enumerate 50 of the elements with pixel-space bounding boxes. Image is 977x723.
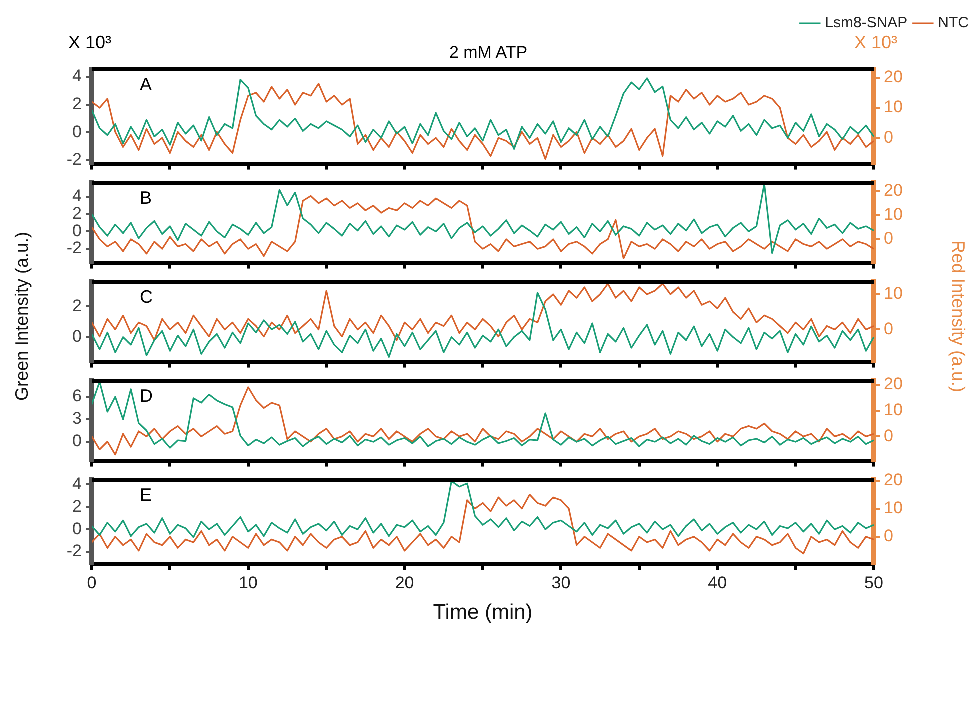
y-tick-label: 0: [72, 326, 82, 346]
y2-tick-label: 20: [884, 374, 903, 394]
y-tick-label: 2: [72, 496, 82, 516]
y2-tick-label: 10: [884, 498, 903, 518]
y-tick-label: -2: [66, 238, 82, 258]
y2-tick-label: 10: [884, 284, 903, 304]
y-tick-label: 0: [72, 122, 82, 142]
y-tick-label: 0: [72, 432, 82, 451]
y-tick-label: 4: [72, 186, 82, 206]
x-tick-label: 0: [87, 573, 97, 592]
y-tick-label: 2: [72, 296, 82, 316]
y-tick-label: -2: [66, 150, 82, 170]
y-tick-label: 4: [72, 474, 82, 494]
legend-label: NTC: [938, 14, 970, 32]
y-tick-label: 2: [72, 94, 82, 114]
y-tick-label: 0: [72, 519, 82, 538]
y-tick-label: 0: [72, 221, 82, 240]
annotation: C: [140, 287, 153, 308]
chart-title: 2 mM ATP: [449, 42, 528, 62]
y2-tick-label: 20: [884, 470, 903, 490]
annotation: E: [140, 485, 152, 506]
y2-tick-label: 0: [884, 319, 894, 338]
y2-tick-label: 0: [884, 229, 894, 248]
x-axis-title: Time (min): [433, 601, 533, 624]
x-tick-label: 50: [864, 573, 884, 592]
y2-tick-label: 20: [884, 181, 903, 200]
y2-tick-label: 10: [884, 400, 903, 420]
annotation: A: [140, 74, 152, 94]
legend-label: Lsm8-SNAP: [825, 14, 908, 32]
y-axis-title: Green Intensity (a.u.): [12, 232, 33, 402]
annotation: D: [140, 386, 153, 406]
y2-tick-label: 10: [884, 205, 903, 224]
y2-tick-label: 0: [884, 526, 894, 546]
y2-tick-label: 10: [884, 98, 903, 117]
y2-tick-label: 0: [884, 426, 894, 446]
x-tick-label: 20: [395, 573, 414, 592]
text: X 10³: [68, 32, 112, 52]
y2-tick-label: 20: [884, 68, 903, 87]
x-tick-label: 30: [552, 573, 571, 592]
y-tick-label: 2: [72, 204, 82, 224]
y-tick-label: 6: [72, 386, 82, 406]
x-tick-label: 10: [238, 573, 258, 592]
y-tick-label: -2: [66, 542, 82, 561]
y2-tick-label: 0: [884, 128, 894, 147]
y-tick-label: 4: [72, 66, 82, 86]
x-tick-label: 40: [708, 573, 728, 592]
y2-axis-title: Red Intensity (a.u.): [948, 240, 969, 393]
y-tick-label: 3: [72, 409, 82, 428]
annotation: B: [140, 188, 152, 208]
text: X 10³: [854, 32, 898, 52]
